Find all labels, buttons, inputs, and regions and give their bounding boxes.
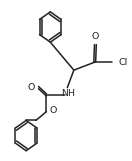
Text: O: O (50, 105, 57, 114)
Text: O: O (92, 32, 99, 41)
Text: NH: NH (62, 89, 76, 98)
Text: O: O (28, 83, 35, 92)
Text: Cl: Cl (119, 58, 128, 67)
